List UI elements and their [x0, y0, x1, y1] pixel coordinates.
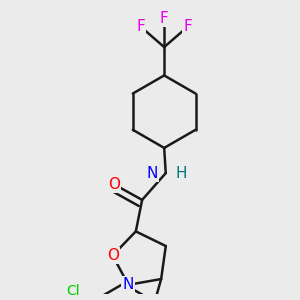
- Text: F: F: [183, 19, 192, 34]
- Text: N: N: [123, 277, 134, 292]
- Text: Cl: Cl: [66, 284, 80, 298]
- Text: O: O: [107, 248, 119, 263]
- Text: O: O: [108, 177, 120, 192]
- Text: N: N: [146, 166, 158, 181]
- Text: F: F: [136, 19, 145, 34]
- Text: H: H: [175, 166, 187, 181]
- Text: F: F: [160, 11, 169, 26]
